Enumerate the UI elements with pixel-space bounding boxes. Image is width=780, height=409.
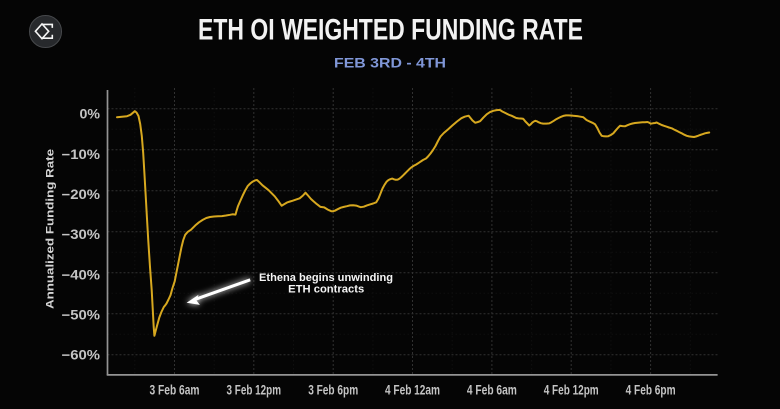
svg-text:FEB 3RD - 4TH: FEB 3RD - 4TH [334,55,446,70]
svg-text:Ethena begins unwinding: Ethena begins unwinding [259,272,393,284]
svg-text:−40%: −40% [62,267,101,282]
svg-text:ETH contracts: ETH contracts [288,283,364,295]
svg-text:Annualized Funding Rate: Annualized Funding Rate [45,149,57,309]
svg-text:−10%: −10% [62,147,101,162]
svg-text:3 Feb 6am: 3 Feb 6am [150,382,200,397]
svg-text:4 Feb 12pm: 4 Feb 12pm [544,382,599,397]
svg-text:−30%: −30% [62,227,101,242]
svg-text:−60%: −60% [62,348,101,363]
svg-text:4 Feb 12am: 4 Feb 12am [385,382,440,397]
svg-text:ETH OI WEIGHTED FUNDING RATE: ETH OI WEIGHTED FUNDING RATE [198,14,583,47]
svg-text:−50%: −50% [62,308,101,323]
svg-text:0%: 0% [80,107,101,122]
svg-text:4 Feb 6am: 4 Feb 6am [467,382,517,397]
svg-text:3 Feb 12pm: 3 Feb 12pm [227,382,282,397]
svg-text:4 Feb 6pm: 4 Feb 6pm [626,382,676,397]
svg-text:3 Feb 6pm: 3 Feb 6pm [308,382,358,397]
svg-text:−20%: −20% [62,187,101,202]
